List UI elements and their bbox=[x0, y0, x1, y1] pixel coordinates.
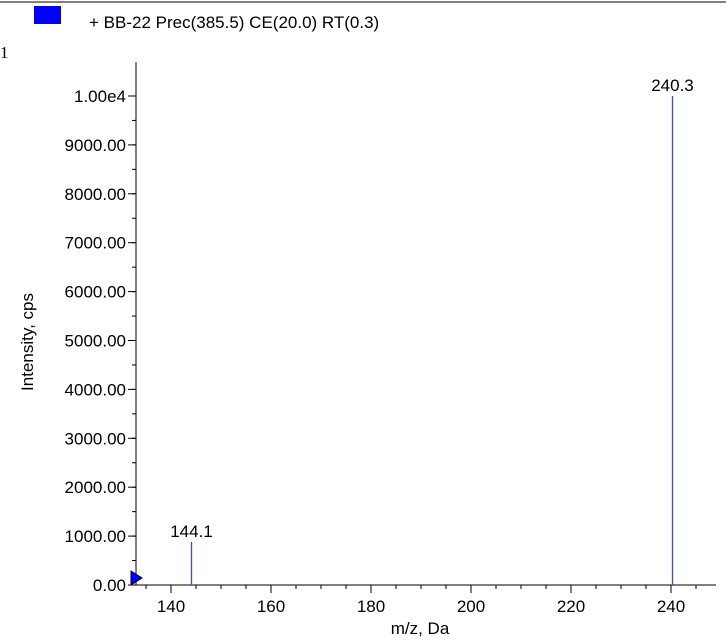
y-tick-label: 7000.00 bbox=[65, 234, 126, 253]
x-tick-label: 220 bbox=[557, 597, 585, 616]
legend: + BB-22 Prec(385.5) CE(20.0) RT(0.3) bbox=[34, 6, 379, 32]
y-tick-label: 9000.00 bbox=[65, 136, 126, 155]
x-tick-label: 180 bbox=[357, 597, 385, 616]
y-tick-label: 6000.00 bbox=[65, 283, 126, 302]
legend-label: + BB-22 Prec(385.5) CE(20.0) RT(0.3) bbox=[89, 13, 379, 32]
y-tick-label: 3000.00 bbox=[65, 429, 126, 448]
y-tick-label: 5000.00 bbox=[65, 332, 126, 351]
y-axis-title: Intensity, cps bbox=[18, 293, 37, 391]
x-axis-title: m/z, Da bbox=[391, 619, 450, 638]
y-tick-label: 0.00 bbox=[93, 576, 126, 595]
peak-label: 240.3 bbox=[651, 76, 694, 95]
y-tick-label: 1.00e4 bbox=[74, 87, 126, 106]
cursor-marker[interactable] bbox=[130, 570, 143, 586]
y-tick-label: 8000.00 bbox=[65, 185, 126, 204]
corner-mark: 1 bbox=[0, 43, 9, 62]
x-tick-label: 140 bbox=[157, 597, 185, 616]
spectrum-peaks: 144.1 240.3 bbox=[170, 76, 694, 585]
y-tick-label: 2000.00 bbox=[65, 478, 126, 497]
peak-label: 144.1 bbox=[170, 522, 213, 541]
y-tick-label: 1000.00 bbox=[65, 527, 126, 546]
legend-swatch bbox=[34, 6, 61, 24]
y-axis-ticks: 0.00 1000.00 2000.00 3000.00 4000.00 5000.00 6… bbox=[65, 87, 136, 595]
x-tick-label: 200 bbox=[457, 597, 485, 616]
y-tick-label: 4000.00 bbox=[65, 380, 126, 399]
x-tick-label: 240 bbox=[657, 597, 685, 616]
x-tick-label: 160 bbox=[257, 597, 285, 616]
x-axis-ticks: 140 160 180 200 220 240 bbox=[145, 585, 697, 616]
